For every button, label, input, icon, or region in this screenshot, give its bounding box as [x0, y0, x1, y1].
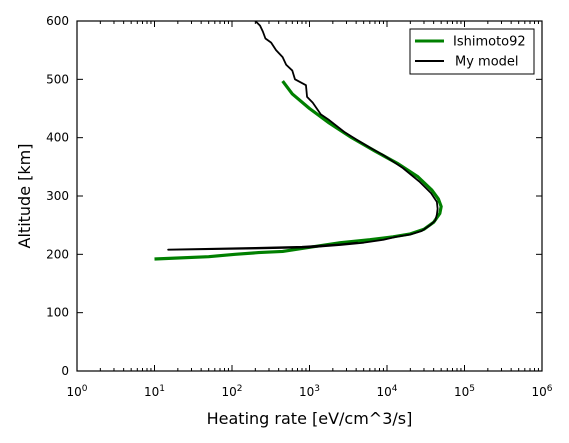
- x-tick-label: 103: [299, 384, 320, 399]
- x-tick-label: 100: [66, 384, 87, 399]
- x-axis-title: Heating rate [eV/cm^3/s]: [207, 409, 413, 428]
- x-tick-label: 105: [454, 384, 475, 399]
- legend-label-my-model: My model: [455, 55, 519, 70]
- y-tick-label: 100: [46, 306, 69, 320]
- x-tick-labels: 100 101 102 103 104 105 106: [66, 384, 552, 399]
- x-tick-label: 104: [376, 384, 397, 399]
- y-tick-label: 600: [46, 14, 69, 28]
- legend: Ishimoto92 My model: [409, 28, 535, 75]
- y-axis-title: Altitude [km]: [15, 144, 34, 249]
- y-tick-label: 200: [46, 247, 69, 261]
- x-tick-label: 102: [221, 384, 242, 399]
- y-tick-label: 400: [46, 131, 69, 145]
- y-tick-label: 500: [46, 72, 69, 86]
- series-line-ishimoto92: [154, 80, 443, 261]
- y-tick-label: 300: [46, 189, 69, 203]
- x-tick-label: 101: [144, 384, 165, 399]
- x-tick-label: 106: [531, 384, 552, 399]
- y-tick-labels: 0 100 200 300 400 500 600: [46, 14, 69, 378]
- axis-ticks: [76, 20, 543, 372]
- legend-label-ishimoto92: Ishimoto92: [453, 35, 526, 50]
- legend-box: [409, 28, 535, 75]
- y-tick-label: 0: [61, 364, 69, 378]
- series-line-my-model: [167, 21, 439, 251]
- plot-lines: [154, 21, 443, 261]
